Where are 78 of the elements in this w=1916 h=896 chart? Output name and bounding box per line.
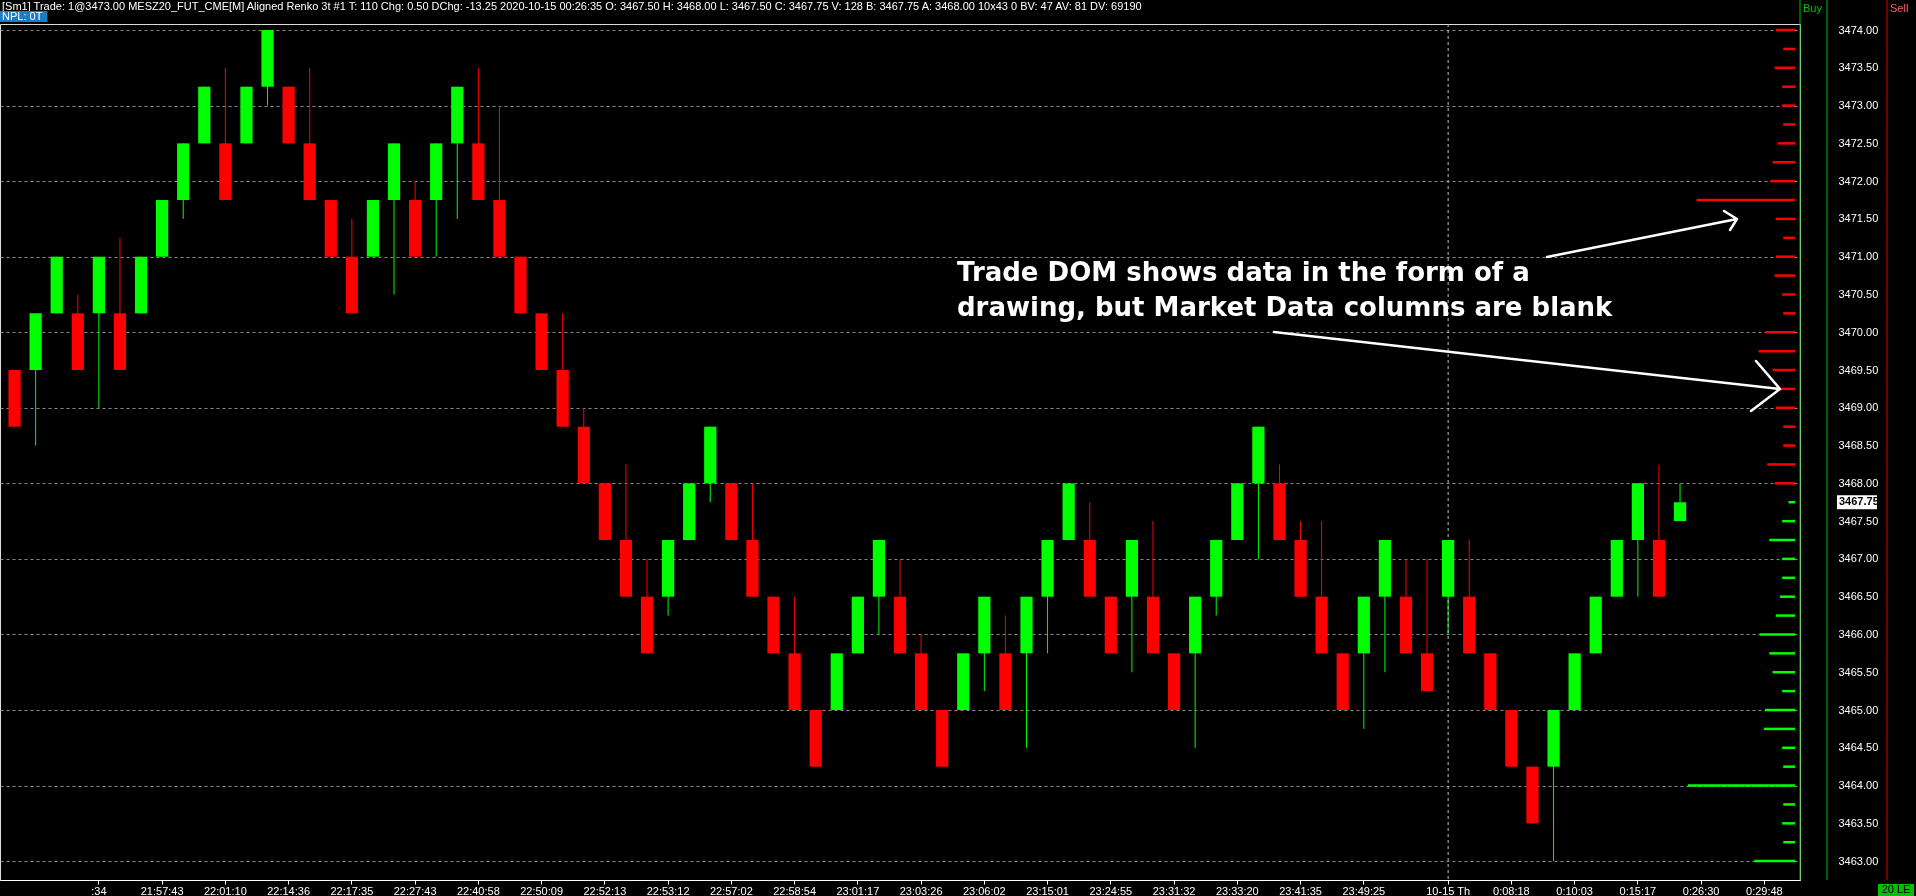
x-tick-label: :34 — [91, 884, 107, 896]
x-tick-label: 23:24:55 — [1089, 884, 1133, 896]
x-tick-label: 23:31:32 — [1152, 884, 1196, 896]
bar — [1783, 765, 1795, 768]
x-tick-label: 22:14:36 — [267, 884, 311, 896]
bar — [1777, 142, 1795, 145]
annotation: Trade DOM shows data in the form of a drawing, but Market Data columns are blank — [957, 257, 1614, 322]
x-tick-label: 0:15:17 — [1619, 884, 1657, 896]
x-tick-label: 23:49:25 — [1342, 884, 1386, 896]
y-tick-label: 3465.50 — [1838, 665, 1879, 678]
x-tick-label: 22:52:13 — [583, 884, 627, 896]
bar — [1783, 444, 1795, 447]
y-tick-label: 3473.00 — [1838, 99, 1879, 112]
y-tick-label: 3463.00 — [1838, 854, 1879, 867]
y-tick-label: 3472.50 — [1838, 136, 1879, 149]
text: Buy — [1803, 2, 1823, 14]
bar — [1769, 652, 1795, 655]
bar — [1782, 293, 1795, 296]
x-tick-label: 23:33:20 — [1215, 884, 1259, 896]
x-tick-label: 0:29:48 — [1746, 884, 1783, 896]
x-tick-label: 22:57:02 — [709, 884, 753, 896]
x-tick-label: 22:01:10 — [203, 884, 247, 896]
candlestick — [1673, 482, 1687, 522]
y-tick-label: 3469.00 — [1838, 401, 1879, 414]
chart-subtitle: NPL: 0T — [2, 10, 43, 22]
y-tick-label: 3472.00 — [1838, 174, 1879, 187]
bar — [1783, 123, 1795, 126]
y-tick-label: 3465.00 — [1838, 703, 1879, 716]
y-tick-label: 3469.50 — [1838, 363, 1879, 376]
bar — [1775, 614, 1795, 617]
x-tick-label: 23:06:02 — [962, 884, 1006, 896]
x-tick-label: 23:03:26 — [899, 884, 943, 896]
bar — [1782, 822, 1795, 825]
y-tick-label: 3467.00 — [1838, 552, 1879, 565]
x-tick-label: 22:50:09 — [520, 884, 564, 896]
bar — [1774, 274, 1795, 277]
text: Sell — [1890, 2, 1909, 14]
bar — [1767, 463, 1795, 466]
x-tick-label: 23:15:01 — [1026, 884, 1069, 896]
x-tick-label: 23:01:17 — [836, 884, 880, 896]
x-tick-label: 0:08:18 — [1493, 884, 1530, 896]
x-tick-label: 0:26:30 — [1682, 884, 1720, 896]
y-tick-label: 3470.00 — [1838, 325, 1879, 338]
x-tick-label: 22:40:58 — [456, 884, 500, 896]
bar — [1765, 331, 1795, 334]
y-tick-label: 3471.00 — [1838, 250, 1879, 263]
y-tick-label: 3463.50 — [1838, 816, 1879, 829]
y-tick-label: 3464.00 — [1838, 779, 1879, 792]
bar — [1775, 255, 1795, 258]
x-tick-label: 0:10:03 — [1556, 884, 1593, 896]
x-tick-label: 22:17:35 — [330, 884, 374, 896]
bar — [1759, 633, 1795, 636]
bar — [1783, 425, 1795, 428]
y-tick-label: 3468.50 — [1838, 439, 1879, 452]
bar — [1782, 85, 1795, 88]
bar — [1774, 482, 1795, 485]
text: 20 LE — [1881, 883, 1911, 895]
y-tick-label: 3474.00 — [1838, 23, 1879, 36]
bar — [1772, 161, 1795, 164]
y-tick-label: 3470.50 — [1838, 287, 1879, 300]
x-tick-label: 23:41:35 — [1279, 884, 1322, 896]
x-tick-label: 22:27:43 — [393, 884, 437, 896]
y-tick-label: 3464.50 — [1838, 741, 1879, 754]
y-tick-label: 3466.00 — [1838, 627, 1879, 640]
y-tick-label: 3468.00 — [1838, 476, 1879, 489]
y-tick-label: 3471.50 — [1838, 212, 1879, 225]
bar — [1688, 784, 1795, 787]
bar — [1780, 595, 1795, 598]
bar — [1783, 803, 1795, 806]
x-tick-label: 10-15 Th — [1426, 884, 1471, 896]
bar — [1782, 104, 1795, 107]
y-tick-label: 3467.50 — [1838, 514, 1879, 527]
x-tick-label: 22:58:54 — [773, 884, 816, 896]
y-tick-label: 3473.50 — [1838, 61, 1879, 74]
x-tick-label: 22:53:12 — [646, 884, 690, 896]
bar — [1783, 312, 1795, 315]
x-tick-label: 21:57:43 — [140, 884, 184, 896]
y-tick-label: 3466.50 — [1838, 590, 1879, 603]
